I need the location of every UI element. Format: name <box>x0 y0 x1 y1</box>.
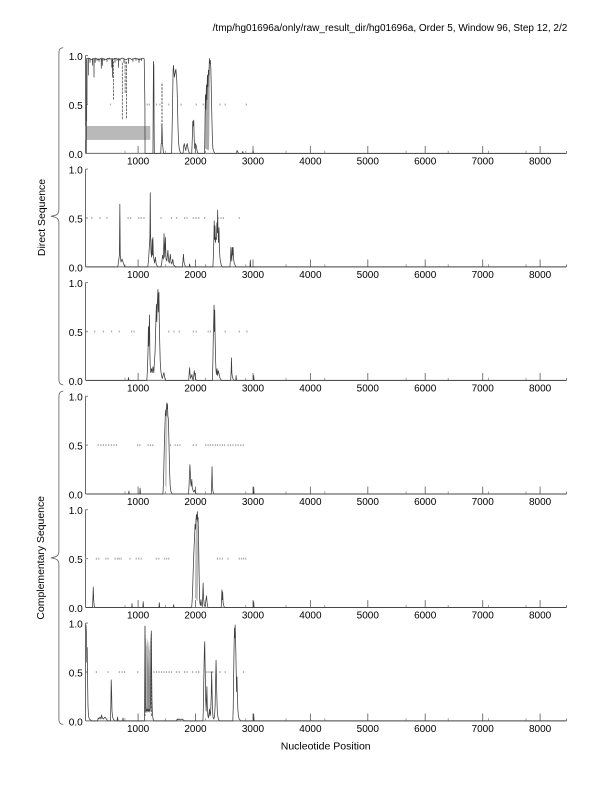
svg-text:7000: 7000 <box>472 611 495 622</box>
svg-text:8000: 8000 <box>529 270 552 281</box>
svg-text:1.0: 1.0 <box>69 279 83 290</box>
svg-text:1.0: 1.0 <box>69 620 83 631</box>
svg-text:0.5: 0.5 <box>69 214 83 225</box>
svg-text:3000: 3000 <box>242 497 265 508</box>
svg-text:8000: 8000 <box>529 384 552 395</box>
svg-text:Direct Sequence: Direct Sequence <box>37 179 48 256</box>
svg-text:3000: 3000 <box>242 157 265 168</box>
svg-text:Nucleotide Position: Nucleotide Position <box>281 740 371 752</box>
svg-text:4000: 4000 <box>299 157 322 168</box>
svg-text:2000: 2000 <box>184 157 207 168</box>
svg-text:7000: 7000 <box>472 724 495 735</box>
svg-text:8000: 8000 <box>529 497 552 508</box>
svg-text:3000: 3000 <box>242 384 265 395</box>
svg-text:1000: 1000 <box>127 611 150 622</box>
svg-text:5000: 5000 <box>357 270 380 281</box>
svg-text:2000: 2000 <box>184 611 207 622</box>
svg-text:1000: 1000 <box>127 384 150 395</box>
svg-text:7000: 7000 <box>472 384 495 395</box>
svg-text:2000: 2000 <box>184 270 207 281</box>
svg-text:0.0: 0.0 <box>69 717 83 728</box>
svg-text:4000: 4000 <box>299 497 322 508</box>
svg-text:7000: 7000 <box>472 270 495 281</box>
svg-text:1.0: 1.0 <box>69 52 83 63</box>
svg-text:0.5: 0.5 <box>69 101 83 112</box>
svg-text:1000: 1000 <box>127 724 150 735</box>
svg-text:5000: 5000 <box>357 724 380 735</box>
svg-text:1.0: 1.0 <box>69 393 83 404</box>
svg-text:5000: 5000 <box>357 157 380 168</box>
svg-text:0.5: 0.5 <box>69 442 83 453</box>
svg-text:4000: 4000 <box>299 270 322 281</box>
svg-text:8000: 8000 <box>529 157 552 168</box>
svg-text:4000: 4000 <box>299 724 322 735</box>
svg-text:1.0: 1.0 <box>69 166 83 177</box>
svg-text:2000: 2000 <box>184 724 207 735</box>
svg-text:5000: 5000 <box>357 384 380 395</box>
svg-text:3000: 3000 <box>242 270 265 281</box>
svg-text:4000: 4000 <box>299 611 322 622</box>
svg-text:0.0: 0.0 <box>69 490 83 501</box>
svg-text:6000: 6000 <box>414 611 437 622</box>
svg-text:3000: 3000 <box>242 611 265 622</box>
svg-text:6000: 6000 <box>414 497 437 508</box>
svg-text:1000: 1000 <box>127 497 150 508</box>
svg-text:6000: 6000 <box>414 724 437 735</box>
svg-text:2000: 2000 <box>184 384 207 395</box>
svg-text:1.0: 1.0 <box>69 506 83 517</box>
svg-text:6000: 6000 <box>414 157 437 168</box>
svg-text:0.5: 0.5 <box>69 668 83 679</box>
svg-text:7000: 7000 <box>472 157 495 168</box>
svg-text:/tmp/hg01696a/only/raw_result_: /tmp/hg01696a/only/raw_result_dir/hg0169… <box>213 23 568 34</box>
svg-text:4000: 4000 <box>299 384 322 395</box>
svg-text:0.0: 0.0 <box>69 263 83 274</box>
svg-text:8000: 8000 <box>529 611 552 622</box>
svg-text:1000: 1000 <box>127 157 150 168</box>
svg-text:6000: 6000 <box>414 384 437 395</box>
svg-text:0.5: 0.5 <box>69 328 83 339</box>
svg-text:1000: 1000 <box>127 270 150 281</box>
svg-text:Complementary Sequence: Complementary Sequence <box>36 496 47 620</box>
svg-text:7000: 7000 <box>472 497 495 508</box>
svg-text:8000: 8000 <box>529 724 552 735</box>
svg-text:0.0: 0.0 <box>69 150 83 161</box>
svg-text:2000: 2000 <box>184 497 207 508</box>
svg-text:0.0: 0.0 <box>69 604 83 615</box>
svg-text:0.0: 0.0 <box>69 377 83 388</box>
svg-text:0.5: 0.5 <box>69 555 83 566</box>
svg-text:6000: 6000 <box>414 270 437 281</box>
svg-text:3000: 3000 <box>242 724 265 735</box>
svg-text:5000: 5000 <box>357 497 380 508</box>
svg-text:5000: 5000 <box>357 611 380 622</box>
